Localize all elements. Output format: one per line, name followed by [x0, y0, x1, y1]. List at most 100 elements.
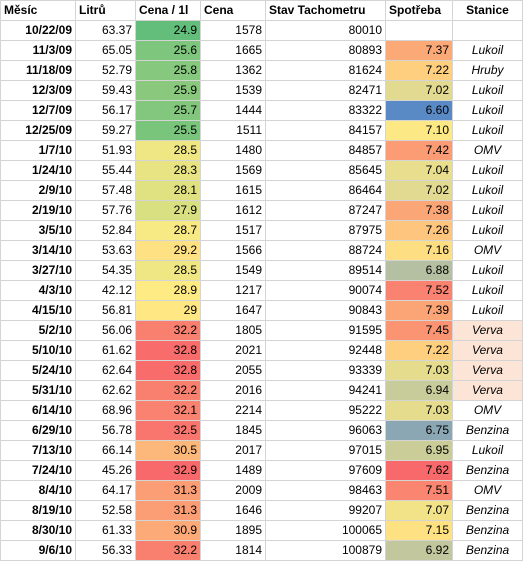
cell-consumption[interactable]: 7.15: [385, 520, 453, 541]
cell-price-per-liter[interactable]: 24.9: [135, 20, 201, 41]
cell-price-per-liter[interactable]: 28.5: [135, 260, 201, 281]
cell-consumption[interactable]: 6.92: [385, 540, 453, 561]
cell-cost[interactable]: 2214: [200, 400, 266, 421]
cell-liters[interactable]: 56.17: [75, 100, 136, 121]
cell-liters[interactable]: 51.93: [75, 140, 136, 161]
cell-price-per-liter[interactable]: 32.5: [135, 420, 201, 441]
cell-station[interactable]: OMV: [452, 480, 523, 501]
cell-liters[interactable]: 61.33: [75, 520, 136, 541]
cell-consumption[interactable]: 7.10: [385, 120, 453, 141]
cell-month[interactable]: 6/14/10: [0, 400, 76, 421]
cell-price-per-liter[interactable]: 32.9: [135, 460, 201, 481]
cell-cost[interactable]: 1615: [200, 180, 266, 201]
cell-month[interactable]: 2/9/10: [0, 180, 76, 201]
cell-cost[interactable]: 1646: [200, 500, 266, 521]
cell-price-per-liter[interactable]: 27.9: [135, 200, 201, 221]
cell-liters[interactable]: 57.48: [75, 180, 136, 201]
cell-liters[interactable]: 62.64: [75, 360, 136, 381]
cell-liters[interactable]: 63.37: [75, 20, 136, 41]
cell-consumption[interactable]: 7.02: [385, 80, 453, 101]
cell-consumption[interactable]: 7.39: [385, 300, 453, 321]
cell-odometer[interactable]: 80893: [265, 40, 386, 61]
cell-station[interactable]: OMV: [452, 140, 523, 161]
cell-cost[interactable]: 1665: [200, 40, 266, 61]
cell-station[interactable]: Benzina: [452, 460, 523, 481]
header-consumption[interactable]: Spotřeba: [385, 0, 453, 21]
cell-liters[interactable]: 66.14: [75, 440, 136, 461]
cell-liters[interactable]: 54.35: [75, 260, 136, 281]
cell-station[interactable]: Lukoil: [452, 200, 523, 221]
cell-cost[interactable]: 1480: [200, 140, 266, 161]
cell-station[interactable]: Lukoil: [452, 440, 523, 461]
cell-price-per-liter[interactable]: 28.5: [135, 140, 201, 161]
cell-month[interactable]: 9/6/10: [0, 540, 76, 561]
cell-station[interactable]: Lukoil: [452, 100, 523, 121]
cell-odometer[interactable]: 82471: [265, 80, 386, 101]
cell-odometer[interactable]: 84857: [265, 140, 386, 161]
cell-consumption[interactable]: 7.04: [385, 160, 453, 181]
cell-odometer[interactable]: 83322: [265, 100, 386, 121]
cell-price-per-liter[interactable]: 25.7: [135, 100, 201, 121]
cell-month[interactable]: 3/27/10: [0, 260, 76, 281]
cell-odometer[interactable]: 95222: [265, 400, 386, 421]
cell-consumption[interactable]: 6.60: [385, 100, 453, 121]
cell-station[interactable]: Lukoil: [452, 280, 523, 301]
cell-consumption[interactable]: 7.26: [385, 220, 453, 241]
cell-price-per-liter[interactable]: 32.1: [135, 400, 201, 421]
cell-odometer[interactable]: 100879: [265, 540, 386, 561]
cell-odometer[interactable]: 99207: [265, 500, 386, 521]
cell-price-per-liter[interactable]: 29.2: [135, 240, 201, 261]
cell-consumption[interactable]: [385, 20, 453, 41]
cell-station[interactable]: [452, 20, 523, 41]
cell-odometer[interactable]: 97015: [265, 440, 386, 461]
cell-cost[interactable]: 1578: [200, 20, 266, 41]
cell-consumption[interactable]: 7.38: [385, 200, 453, 221]
cell-liters[interactable]: 42.12: [75, 280, 136, 301]
cell-month[interactable]: 12/3/09: [0, 80, 76, 101]
cell-odometer[interactable]: 97609: [265, 460, 386, 481]
cell-consumption[interactable]: 7.07: [385, 500, 453, 521]
cell-month[interactable]: 1/24/10: [0, 160, 76, 181]
cell-odometer[interactable]: 90074: [265, 280, 386, 301]
cell-cost[interactable]: 2021: [200, 340, 266, 361]
cell-month[interactable]: 5/10/10: [0, 340, 76, 361]
cell-consumption[interactable]: 7.02: [385, 180, 453, 201]
cell-odometer[interactable]: 89514: [265, 260, 386, 281]
cell-cost[interactable]: 2016: [200, 380, 266, 401]
cell-month[interactable]: 2/19/10: [0, 200, 76, 221]
cell-station[interactable]: Verva: [452, 320, 523, 341]
cell-cost[interactable]: 1444: [200, 100, 266, 121]
cell-odometer[interactable]: 81624: [265, 60, 386, 81]
cell-price-per-liter[interactable]: 32.2: [135, 380, 201, 401]
cell-month[interactable]: 5/31/10: [0, 380, 76, 401]
cell-cost[interactable]: 1647: [200, 300, 266, 321]
cell-consumption[interactable]: 7.45: [385, 320, 453, 341]
cell-odometer[interactable]: 93339: [265, 360, 386, 381]
cell-month[interactable]: 10/22/09: [0, 20, 76, 41]
cell-cost[interactable]: 1517: [200, 220, 266, 241]
cell-price-per-liter[interactable]: 28.7: [135, 220, 201, 241]
cell-consumption[interactable]: 6.94: [385, 380, 453, 401]
cell-consumption[interactable]: 7.22: [385, 340, 453, 361]
cell-odometer[interactable]: 88724: [265, 240, 386, 261]
cell-odometer[interactable]: 100065: [265, 520, 386, 541]
cell-liters[interactable]: 56.06: [75, 320, 136, 341]
cell-consumption[interactable]: 7.52: [385, 280, 453, 301]
header-odometer[interactable]: Stav Tachometru: [265, 0, 386, 21]
cell-station[interactable]: Lukoil: [452, 180, 523, 201]
cell-station[interactable]: OMV: [452, 240, 523, 261]
cell-month[interactable]: 6/29/10: [0, 420, 76, 441]
header-station[interactable]: Stanice: [452, 0, 523, 21]
cell-station[interactable]: Benzina: [452, 520, 523, 541]
cell-cost[interactable]: 1895: [200, 520, 266, 541]
cell-cost[interactable]: 1805: [200, 320, 266, 341]
cell-cost[interactable]: 1845: [200, 420, 266, 441]
cell-month[interactable]: 8/30/10: [0, 520, 76, 541]
cell-cost[interactable]: 2055: [200, 360, 266, 381]
cell-odometer[interactable]: 84157: [265, 120, 386, 141]
cell-liters[interactable]: 68.96: [75, 400, 136, 421]
cell-liters[interactable]: 62.62: [75, 380, 136, 401]
cell-month[interactable]: 4/15/10: [0, 300, 76, 321]
cell-price-per-liter[interactable]: 25.9: [135, 80, 201, 101]
header-cost[interactable]: Cena: [200, 0, 266, 21]
